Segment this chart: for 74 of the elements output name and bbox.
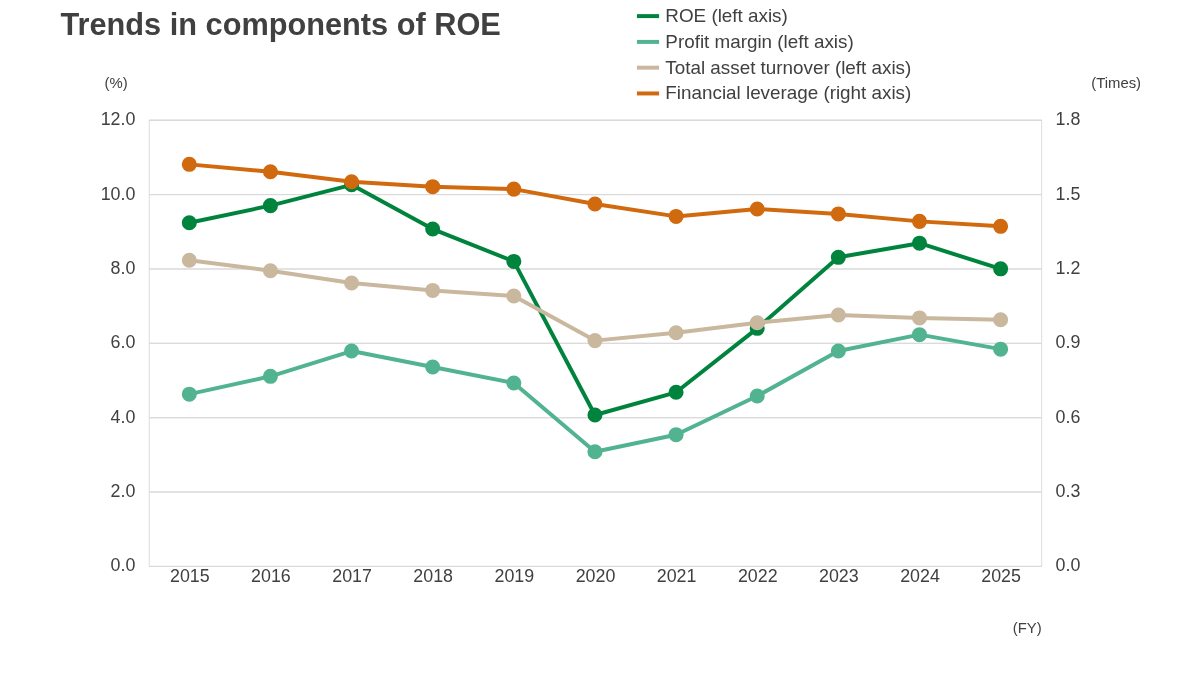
x-tick-label: 2022 — [737, 566, 778, 587]
point — [587, 196, 603, 212]
legend-label: ROE (left axis) — [665, 5, 788, 27]
y2-tick-label: 1.8 — [1055, 109, 1081, 130]
x-axis-title: (FY) — [1012, 619, 1042, 636]
y2-tick-label: 0.9 — [1055, 332, 1081, 353]
legend-label: Total asset turnover (left axis) — [665, 56, 912, 78]
x-tick-label: 2021 — [656, 566, 697, 587]
point — [749, 315, 765, 331]
x-tick-label: 2016 — [251, 566, 291, 587]
point — [181, 386, 197, 402]
point — [262, 368, 278, 384]
y-tick-label: 10.0 — [100, 183, 136, 204]
point — [830, 206, 846, 222]
point — [668, 325, 684, 341]
point — [506, 375, 522, 391]
y2-tick-label: 0.6 — [1055, 406, 1081, 427]
point — [993, 312, 1009, 328]
point — [344, 275, 360, 291]
y2-axis-title: (Times) — [1091, 74, 1142, 91]
y-tick-label: 4.0 — [110, 406, 136, 427]
x-tick-label: 2025 — [981, 566, 1022, 587]
x-tick-label: 2020 — [575, 566, 616, 587]
y-tick-label: 2.0 — [110, 481, 136, 502]
point — [993, 261, 1009, 277]
x-tick-label: 2017 — [332, 566, 372, 587]
point — [181, 156, 197, 172]
point — [668, 384, 684, 400]
x-tick-label: 2023 — [819, 566, 859, 587]
point — [262, 263, 278, 279]
point — [668, 427, 684, 443]
point — [181, 252, 197, 268]
point — [425, 282, 441, 298]
x-tick-label: 2015 — [169, 566, 210, 587]
point — [425, 221, 441, 237]
y2-tick-label: 0.0 — [1055, 555, 1081, 576]
y-tick-label: 12.0 — [100, 109, 136, 130]
y2-tick-label: 1.5 — [1055, 183, 1081, 204]
y-tick-label: 0.0 — [110, 555, 136, 576]
point — [587, 333, 603, 349]
point — [830, 343, 846, 359]
y2-tick-label: 1.2 — [1055, 257, 1081, 278]
legend-label: Financial leverage (right axis) — [665, 82, 912, 104]
x-tick-label: 2024 — [900, 566, 940, 587]
point — [506, 288, 522, 304]
point — [181, 215, 197, 231]
point — [262, 198, 278, 214]
y-tick-label: 6.0 — [110, 332, 136, 353]
point — [587, 444, 603, 460]
point — [425, 179, 441, 195]
point — [911, 310, 928, 326]
point — [830, 249, 846, 265]
point — [993, 341, 1009, 357]
point — [425, 359, 441, 375]
point — [993, 218, 1009, 234]
point — [911, 327, 928, 343]
point — [506, 181, 522, 197]
y-axis-title: (%) — [104, 74, 128, 91]
point — [911, 213, 928, 229]
point — [587, 407, 603, 423]
point — [262, 164, 278, 180]
point — [911, 235, 928, 251]
y-tick-label: 8.0 — [110, 257, 136, 278]
point — [830, 307, 846, 323]
x-tick-label: 2019 — [494, 566, 535, 587]
x-tick-label: 2018 — [413, 566, 454, 587]
point — [344, 343, 360, 359]
y2-tick-label: 0.3 — [1055, 481, 1081, 502]
chart-title: Trends in components of ROE — [60, 7, 501, 43]
point — [749, 388, 765, 404]
point — [506, 253, 522, 269]
point — [749, 201, 765, 217]
point — [668, 208, 684, 224]
legend-label: Profit margin (left axis) — [665, 30, 854, 52]
